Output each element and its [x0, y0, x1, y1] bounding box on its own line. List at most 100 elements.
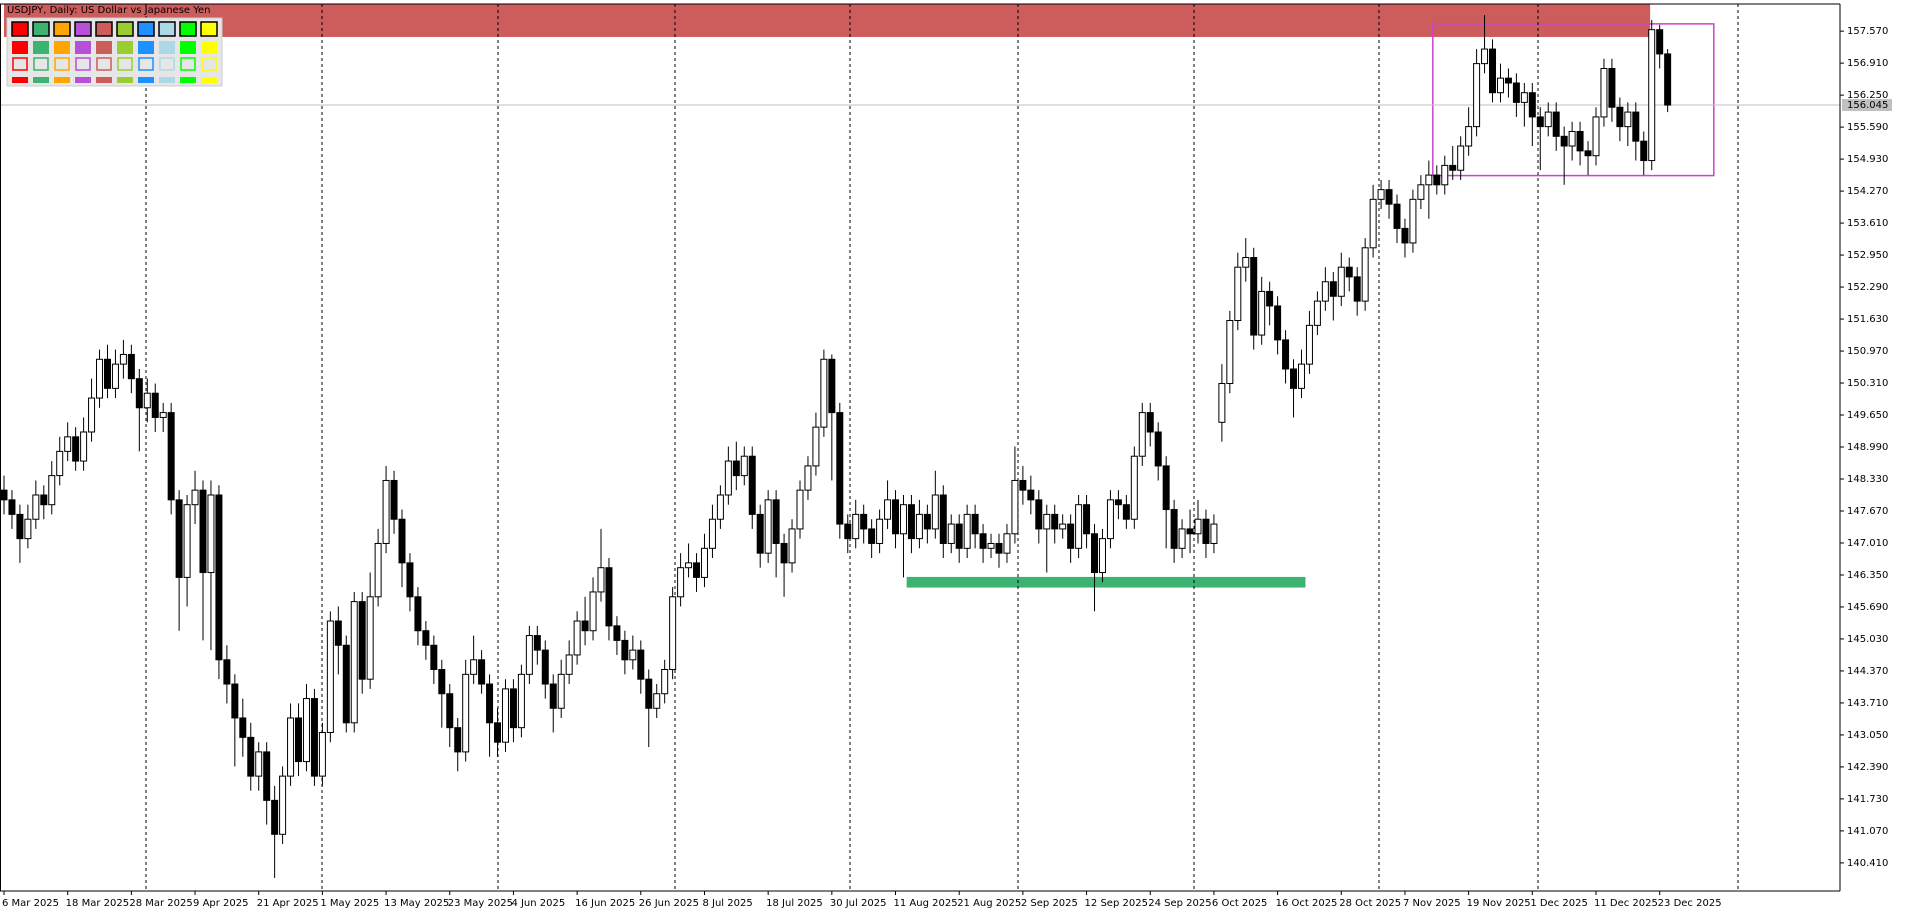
x-tick-label: 13 May 2025 — [384, 898, 449, 909]
candle-body — [1353, 276, 1361, 302]
candle-body — [231, 683, 239, 719]
palette-swatch[interactable] — [159, 41, 175, 54]
candle-body — [310, 698, 318, 777]
candle-body — [24, 518, 32, 540]
palette-swatch[interactable] — [53, 21, 71, 37]
palette-swatch[interactable] — [117, 77, 133, 83]
candle-body — [255, 751, 263, 777]
palette-swatch[interactable] — [11, 21, 29, 37]
palette-swatch[interactable] — [138, 41, 154, 54]
palette-swatch[interactable] — [75, 57, 91, 71]
candle-body — [430, 644, 438, 670]
palette-swatch[interactable] — [12, 77, 28, 83]
candle-body — [1409, 198, 1417, 244]
x-tick-label: 9 Apr 2025 — [193, 898, 248, 909]
candle-body — [302, 698, 310, 763]
palette-swatch[interactable] — [96, 77, 112, 83]
palette-swatch[interactable] — [74, 21, 92, 37]
palette-swatch[interactable] — [96, 41, 112, 54]
x-tick-label: 4 Jun 2025 — [511, 898, 565, 909]
candle-body — [167, 412, 175, 501]
candle-body — [1465, 126, 1473, 147]
palette-swatch[interactable] — [137, 21, 155, 37]
candle-body — [175, 499, 183, 578]
candle-body — [414, 596, 422, 632]
candle-body — [40, 494, 48, 506]
palette-swatch[interactable] — [138, 57, 154, 71]
palette-swatch[interactable] — [54, 57, 70, 71]
candle-body — [135, 378, 143, 409]
candle-body — [88, 397, 96, 433]
candle-body — [486, 683, 494, 724]
candle-body — [1624, 111, 1632, 128]
palette-swatch[interactable] — [33, 41, 49, 54]
candle-body — [446, 693, 454, 729]
palette-swatch[interactable] — [12, 41, 28, 54]
candle-body — [1648, 29, 1656, 162]
palette-swatch[interactable] — [12, 57, 28, 71]
palette-swatch[interactable] — [201, 77, 217, 83]
palette-swatch[interactable] — [54, 77, 70, 83]
y-tick-label: 147.670 — [1847, 506, 1888, 517]
candle-body — [1361, 247, 1369, 302]
palette-swatch[interactable] — [159, 77, 175, 83]
palette-swatch[interactable] — [179, 21, 197, 37]
candle-body — [215, 494, 223, 661]
y-tick-label: 142.390 — [1847, 762, 1888, 773]
candle-body — [478, 659, 486, 685]
palette-swatch[interactable] — [117, 41, 133, 54]
candle-body — [899, 504, 907, 535]
palette-swatch[interactable] — [117, 57, 133, 71]
palette-swatch[interactable] — [201, 57, 217, 71]
palette-swatch[interactable] — [75, 41, 91, 54]
candle-body — [1504, 77, 1512, 84]
candle-body — [1043, 513, 1051, 530]
y-tick-label: 154.270 — [1847, 186, 1888, 197]
candle-body — [358, 601, 366, 680]
candle-body — [1274, 305, 1282, 341]
palette-swatch[interactable] — [201, 41, 217, 54]
candle-body — [326, 620, 334, 734]
candle-body — [1425, 174, 1433, 186]
palette-swatch[interactable] — [33, 57, 49, 71]
candle-body — [820, 358, 828, 428]
x-tick-label: 30 Jul 2025 — [830, 898, 887, 909]
candle-body — [263, 751, 271, 801]
candle-body — [1250, 256, 1258, 336]
palette-swatch[interactable] — [158, 21, 176, 37]
candle-body — [589, 591, 597, 632]
candle-body — [1401, 227, 1409, 244]
y-tick-label: 144.370 — [1847, 666, 1888, 677]
candle-body — [366, 596, 374, 680]
palette-swatch[interactable] — [180, 77, 196, 83]
palette-swatch[interactable] — [95, 21, 113, 37]
candle-body — [525, 635, 533, 675]
axes-layer: 157.570 156.910 156.250 155.590 154.930 154.2… — [0, 3, 1892, 909]
candle-body — [637, 649, 645, 680]
candle-body — [1321, 281, 1329, 302]
palette-swatch[interactable] — [159, 57, 175, 71]
palette-swatch[interactable] — [75, 77, 91, 83]
candle-body — [621, 639, 629, 661]
last-price-box — [1842, 99, 1892, 112]
palette-swatch[interactable] — [180, 57, 196, 71]
x-tick-label: 11 Dec 2025 — [1594, 898, 1658, 909]
palette-swatch[interactable] — [96, 57, 112, 71]
candle-body — [1226, 320, 1234, 385]
palette-swatch[interactable] — [138, 77, 154, 83]
palette-swatch[interactable] — [32, 21, 50, 37]
candle-body — [223, 659, 231, 685]
y-tick-label: 143.050 — [1847, 730, 1888, 741]
candle-body — [422, 630, 430, 646]
candle-body — [1377, 189, 1385, 200]
candle-body — [1178, 528, 1186, 549]
palette-swatch[interactable] — [54, 41, 70, 54]
palette-swatch[interactable] — [33, 77, 49, 83]
palette-swatch[interactable] — [116, 21, 134, 37]
x-tick-label: 16 Jun 2025 — [575, 898, 635, 909]
candle-body — [183, 504, 191, 578]
candle-body — [1473, 63, 1481, 128]
palette-swatch[interactable] — [200, 21, 218, 37]
palette-swatch[interactable] — [180, 41, 196, 54]
candle-body — [669, 596, 677, 670]
